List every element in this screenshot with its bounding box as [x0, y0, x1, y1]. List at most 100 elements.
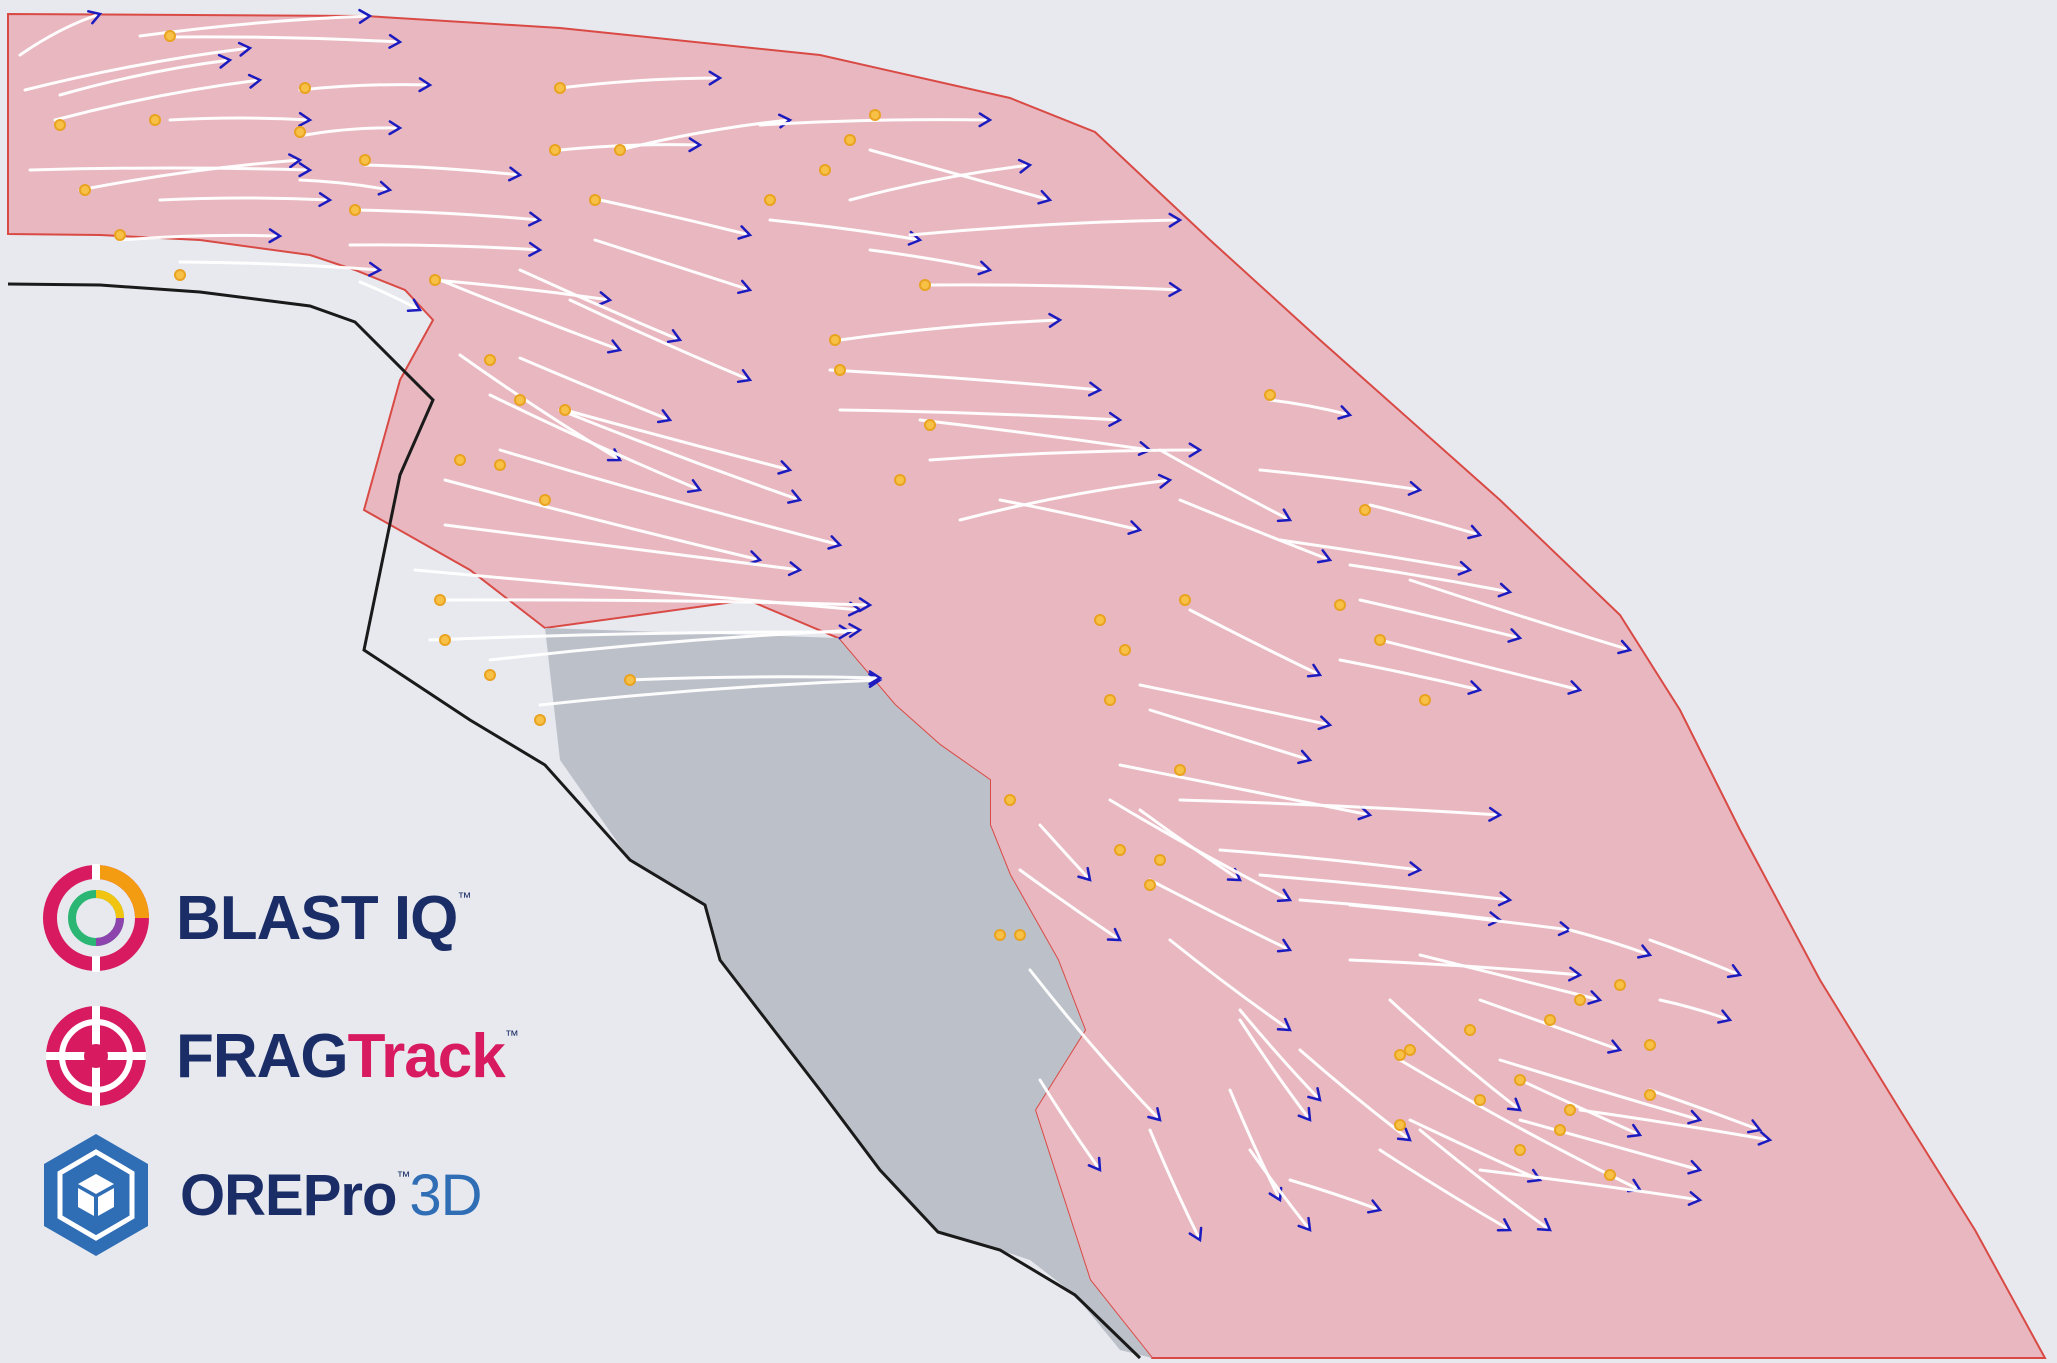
origin-marker-icon: [614, 144, 626, 156]
movement-arrow-icon: [1526, 1168, 1543, 1183]
movement-arrow-icon: [787, 489, 803, 504]
movement-trail: [928, 283, 1182, 292]
movement-arrow-icon: [1568, 966, 1583, 982]
movement-arrow-icon: [318, 192, 333, 208]
movement-trail: [593, 238, 752, 292]
logo-panel: BLAST IQ™ FRAGTrack™ OREPro™3D: [38, 858, 598, 1268]
movement-trail: [1358, 598, 1522, 640]
movement-arrow-icon: [827, 535, 843, 550]
fragtrack-crosshair-icon: [46, 1006, 146, 1106]
movement-trail: [1518, 1078, 1642, 1137]
movement-arrow-icon: [298, 111, 313, 127]
origin-marker-icon: [1574, 994, 1586, 1006]
movement-arrow-icon: [1307, 1087, 1322, 1102]
movement-arrow-icon: [1127, 520, 1143, 535]
movement-arrow-icon: [528, 241, 543, 257]
movement-trail: [53, 78, 262, 122]
movement-trail: [178, 260, 382, 272]
movement-arrow-icon: [978, 112, 993, 128]
movement-arrow-icon: [1407, 480, 1423, 496]
origin-marker-icon: [589, 194, 601, 206]
movement-trail: [1238, 1018, 1312, 1122]
pit-crest-line: [7, 282, 1142, 1360]
movement-arrow-icon: [1297, 1216, 1312, 1232]
fragtrack-logo: FRAGTrack™: [38, 998, 519, 1114]
movement-trail: [1408, 1118, 1542, 1182]
movement-arrow-icon: [377, 180, 393, 196]
movement-arrow-icon: [1496, 1218, 1513, 1232]
fragtrack-wordmark: FRAGTrack™: [176, 1021, 519, 1091]
movement-trail: [348, 243, 542, 252]
movement-trail: [1178, 798, 1502, 817]
origin-marker-icon: [1614, 979, 1626, 991]
movement-arrow-icon: [1077, 866, 1092, 882]
origin-marker-icon: [149, 114, 161, 126]
origin-marker-icon: [294, 126, 306, 138]
movement-arrow-icon: [1507, 628, 1523, 643]
movement-arrow-icon: [787, 561, 803, 577]
movement-trail: [868, 148, 1052, 202]
movement-trail: [563, 408, 792, 472]
movement-arrow-icon: [1087, 381, 1103, 397]
movement-trail: [23, 46, 252, 92]
movement-trail: [1028, 968, 1162, 1122]
movement-trail: [1348, 903, 1572, 932]
movement-arrow-icon: [298, 162, 313, 178]
movement-arrow-icon: [977, 260, 993, 276]
origin-marker-icon: [434, 594, 446, 606]
movement-arrow-icon: [597, 291, 613, 307]
origin-marker-icon: [1014, 929, 1026, 941]
movement-trail: [298, 83, 432, 92]
movement-arrow-icon: [1617, 639, 1633, 655]
movement-arrow-icon: [1536, 1217, 1552, 1232]
origin-marker-icon: [1094, 614, 1106, 626]
movement-trail: [353, 208, 542, 222]
movement-arrow-icon: [1147, 1107, 1162, 1122]
origin-marker-icon: [534, 714, 546, 726]
movement-trail: [1368, 503, 1482, 537]
movement-arrow-icon: [288, 153, 303, 169]
movement-trail: [168, 35, 402, 44]
movement-trail: [18, 12, 102, 57]
movement-trail: [518, 268, 682, 342]
movement-trail: [558, 143, 702, 152]
movement-trail: [1648, 938, 1742, 977]
origin-marker-icon: [1144, 879, 1156, 891]
origin-marker-icon: [1544, 1014, 1556, 1026]
movement-arrow-icon: [1567, 680, 1583, 695]
origin-marker-icon: [494, 459, 506, 471]
movement-trail: [628, 675, 882, 682]
movement-trail: [998, 498, 1142, 532]
origin-marker-icon: [164, 30, 176, 42]
origin-marker-icon: [454, 454, 466, 466]
origin-marker-icon: [1359, 504, 1371, 516]
origin-marker-icon: [559, 404, 571, 416]
movement-trail: [1408, 578, 1632, 652]
movement-arrow-icon: [737, 225, 753, 240]
movement-arrow-icon: [1188, 1226, 1203, 1243]
movement-trail: [1568, 928, 1652, 957]
movement-trail: [158, 196, 332, 202]
movement-trail: [28, 166, 312, 172]
movement-trail: [1278, 538, 1472, 572]
movement-arrow-icon: [1488, 806, 1503, 822]
movement-arrow-icon: [1687, 1191, 1703, 1206]
movement-trail: [1478, 1168, 1702, 1202]
movement-trail: [1228, 1088, 1282, 1202]
movement-arrow-icon: [1687, 1159, 1703, 1175]
movement-arrow-icon: [656, 409, 673, 424]
movement-arrow-icon: [1276, 888, 1293, 903]
movement-trail: [568, 298, 752, 382]
movement-arrow-icon: [1366, 1199, 1383, 1214]
movement-arrow-icon: [268, 228, 283, 244]
pit-floor: [545, 628, 1152, 1358]
origin-marker-icon: [834, 364, 846, 376]
movement-arrow-icon: [217, 53, 233, 69]
origin-marker-icon: [1264, 389, 1276, 401]
origin-marker-icon: [549, 144, 561, 156]
movement-trail: [1148, 878, 1292, 952]
movement-arrow-icon: [418, 77, 433, 93]
origin-marker-icon: [1004, 794, 1016, 806]
movement-arrow-icon: [848, 622, 863, 638]
